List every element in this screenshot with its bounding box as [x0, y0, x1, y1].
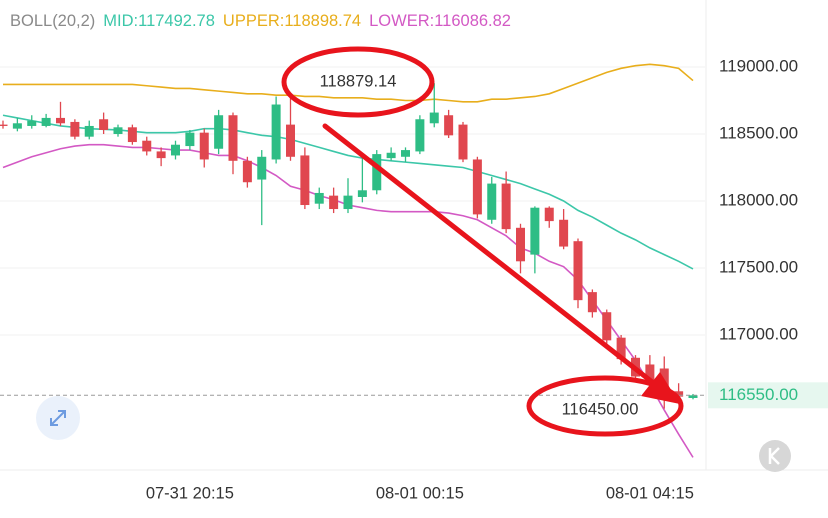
candle-body: [199, 132, 209, 160]
candle-body: [41, 117, 51, 126]
candle-body: [99, 119, 109, 130]
header-item: BOLL(20,2): [10, 12, 95, 30]
candle-body: [487, 183, 497, 220]
candle-body: [257, 156, 267, 180]
candle-body: [458, 124, 468, 160]
candle-body: [142, 140, 152, 152]
candle-body: [228, 115, 238, 161]
axes: 117000.00 117500.00 118000.00 118500.00 1190…: [0, 56, 828, 502]
current-price-box: [708, 382, 828, 409]
y-tick-label: 118500.00: [719, 123, 798, 142]
candle-body: [559, 219, 569, 247]
candle-body: [674, 391, 684, 397]
candle-body: [286, 124, 295, 157]
candle-body: [113, 127, 123, 134]
expand-button[interactable]: [36, 396, 80, 440]
candle-body: [645, 364, 655, 385]
candle-body: [271, 104, 281, 160]
expand-icon[interactable]: [50, 410, 66, 426]
candle-body: [84, 125, 94, 137]
candle-body: [127, 127, 137, 143]
candle-body: [616, 337, 626, 360]
candle-body: [357, 190, 367, 197]
candle-body: [372, 154, 382, 191]
x-tick-label: 08-01 04:15: [606, 484, 694, 502]
candle-body: [688, 395, 698, 398]
candle-body: [444, 115, 454, 136]
header-item: UPPER:118898.74: [223, 12, 361, 30]
trend-arrow-head: [641, 372, 680, 404]
trend-arrow: [322, 123, 659, 388]
candle-body: [214, 115, 224, 149]
annotation-label: 118879.14: [320, 72, 397, 90]
annotations: 118879.14 116450.00: [281, 46, 684, 437]
y-tick-label: 117000.00: [719, 324, 798, 343]
annotation-label: 116450.00: [562, 400, 639, 418]
y-tick-label: 118000.00: [719, 190, 798, 209]
x-tick-label: 07-31 20:15: [146, 484, 234, 502]
y-tick-label: 117500.00: [719, 257, 798, 276]
candle-body: [171, 144, 180, 156]
candle-body: [602, 312, 612, 341]
candle-body: [329, 195, 339, 210]
candle-body: [573, 241, 583, 301]
candle-body: [501, 183, 511, 230]
candle-body: [587, 292, 597, 313]
candle-body: [401, 150, 410, 157]
highlight-ellipse: [526, 375, 684, 437]
k-button-bg[interactable]: [759, 440, 791, 472]
candles: [0, 83, 698, 409]
candle-body: [56, 117, 65, 124]
k-icon[interactable]: [768, 447, 780, 465]
header-item: MID:117492.78: [103, 12, 215, 30]
candle-body: [314, 192, 324, 204]
highlight-ellipse: [281, 46, 435, 118]
band-line: [3, 63, 694, 103]
header-item: LOWER:116086.82: [369, 12, 511, 30]
candle-body: [472, 159, 482, 215]
candle-body: [415, 119, 425, 152]
candle-body: [516, 227, 525, 262]
k-button[interactable]: [759, 440, 791, 472]
candle-body: [530, 207, 540, 255]
candle-body: [12, 123, 22, 129]
candle-body: [343, 195, 353, 210]
candle-body: [300, 155, 310, 206]
candle-body: [544, 207, 554, 222]
candle-body: [386, 152, 396, 159]
candle-body: [70, 121, 80, 137]
indicator-header: BOLL(20,2) MID:117492.78 UPPER:118898.74 LO…: [10, 12, 511, 30]
candle-body: [156, 151, 166, 159]
candle-body: [27, 120, 37, 126]
candle-body: [0, 124, 8, 126]
candle-body: [242, 160, 252, 183]
candle-body: [429, 112, 439, 124]
y-tick-label: 119000.00: [719, 56, 798, 75]
x-tick-label: 08-01 00:15: [376, 484, 464, 502]
current-price-label: 116550.00: [719, 385, 798, 404]
candle-body: [185, 132, 195, 147]
